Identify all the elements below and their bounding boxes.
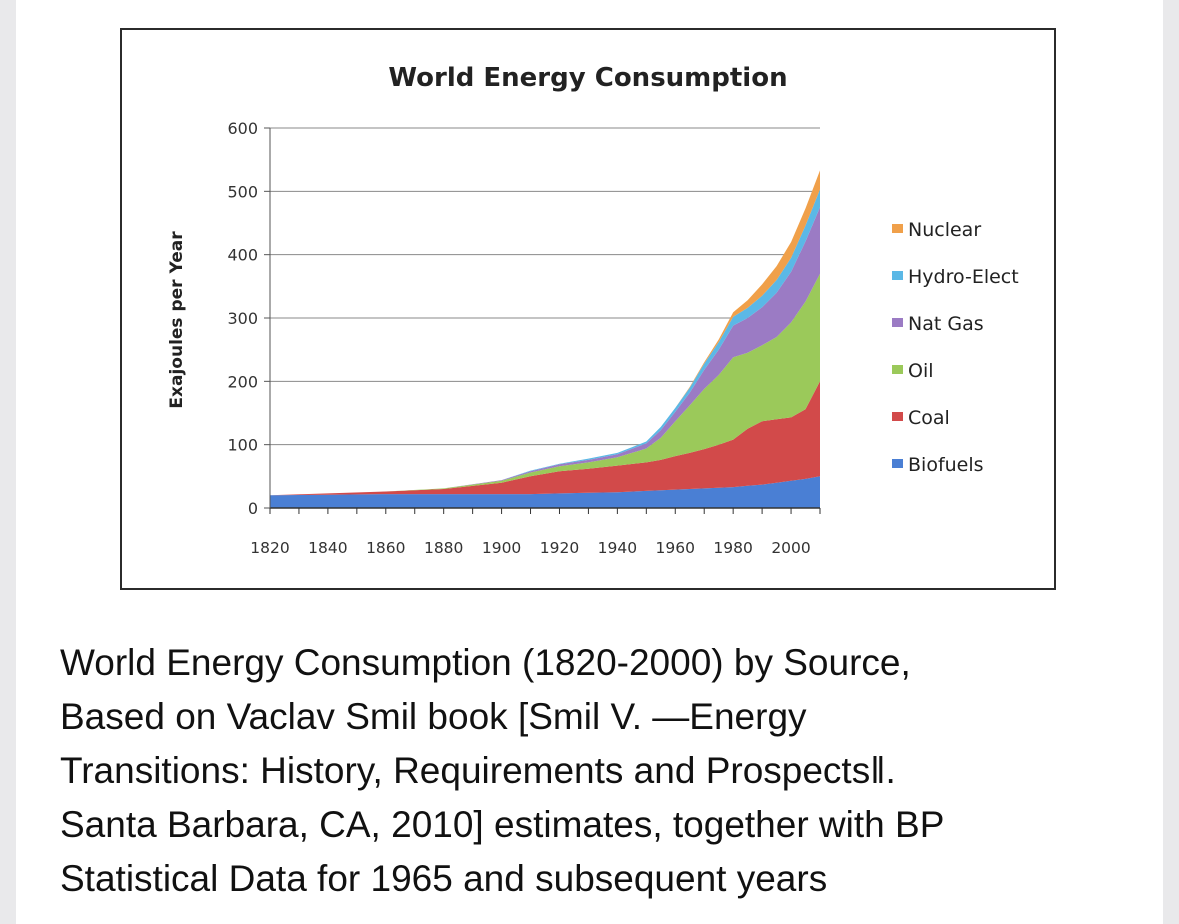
legend-swatch (892, 412, 903, 421)
caption-line: Statistical Data for 1965 and subsequent… (60, 858, 828, 899)
area-biofuels (270, 476, 820, 508)
area-coal (270, 381, 820, 496)
x-tick-label: 1880 (424, 539, 463, 557)
y-tick-label: 0 (248, 499, 258, 518)
area-oil (270, 273, 820, 496)
caption-line: Santa Barbara, CA, 2010] estimates, toge… (60, 804, 945, 845)
y-tick-label: 500 (227, 182, 258, 201)
legend-swatch (892, 459, 903, 468)
x-tick-label: 1900 (482, 539, 521, 557)
right-margin-strip (1163, 0, 1179, 924)
legend-swatch (892, 224, 903, 233)
left-margin-strip (0, 0, 16, 924)
legend-label: Nat Gas (908, 313, 984, 335)
y-axis-label: Exajoules per Year (167, 231, 187, 409)
caption-line: Transitions: History, Requirements and P… (60, 750, 896, 791)
x-tick-label: 1820 (250, 539, 289, 557)
y-tick-label: 200 (227, 372, 258, 391)
x-tick-label: 1920 (540, 539, 579, 557)
x-tick-label: 2000 (771, 539, 810, 557)
y-tick-label: 400 (227, 246, 258, 265)
chart-frame: 0 100 200 300 400 500 600 1820 1840 1860 1880 1900 1… (120, 28, 1056, 590)
legend-swatch (892, 318, 903, 327)
legend-label: Coal (908, 407, 950, 429)
x-tick-label: 1840 (308, 539, 347, 557)
legend-swatch (892, 365, 903, 374)
figure-caption: World Energy Consumption (1820-2000) by … (60, 636, 1120, 906)
energy-chart: 0 100 200 300 400 500 600 1820 1840 1860 1880 1900 1… (167, 63, 1019, 557)
legend-label: Hydro-Elect (908, 266, 1019, 288)
legend-swatch (892, 271, 903, 280)
legend-label: Biofuels (908, 454, 984, 476)
legend-label: Nuclear (908, 219, 981, 241)
legend-label: Oil (908, 360, 934, 382)
caption-line: World Energy Consumption (1820-2000) by … (60, 642, 911, 683)
x-tick-label: 1980 (713, 539, 752, 557)
y-tick-label: 600 (227, 119, 258, 138)
x-tick-label: 1860 (366, 539, 405, 557)
x-tick-label: 1960 (656, 539, 695, 557)
y-tick-label: 100 (227, 436, 258, 455)
x-tick-label: 1940 (598, 539, 637, 557)
chart-title: World Energy Consumption (388, 63, 787, 93)
y-tick-label: 300 (227, 309, 258, 328)
caption-line: Based on Vaclav Smil book [Smil V. —Ener… (60, 696, 807, 737)
